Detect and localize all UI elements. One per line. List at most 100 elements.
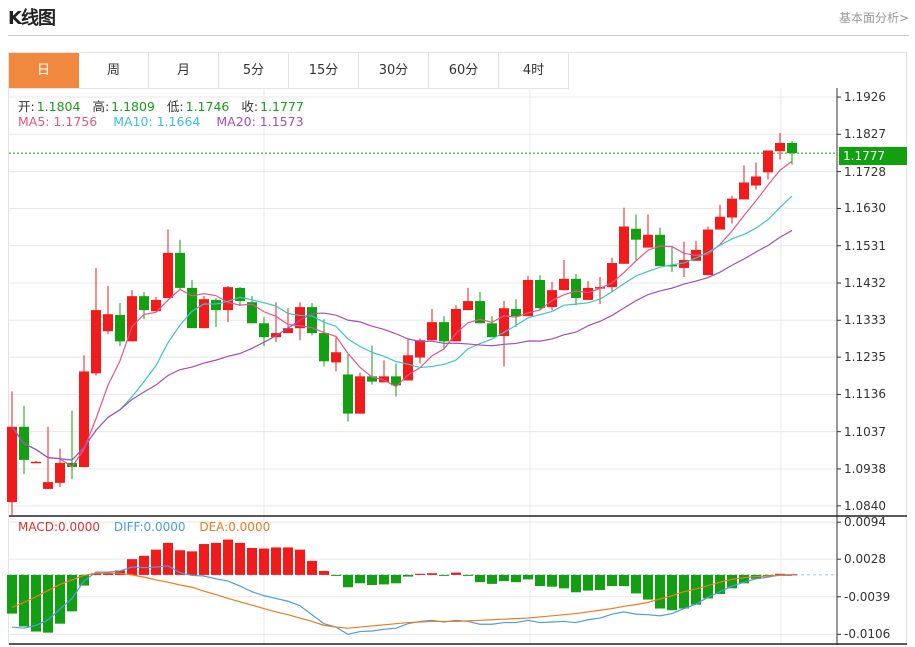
macd-bar xyxy=(511,574,521,583)
candle-down xyxy=(439,322,449,342)
macd-bar xyxy=(319,570,329,575)
open-value: 1.1804 xyxy=(36,99,81,114)
macd-bar xyxy=(79,574,89,586)
candle-down xyxy=(139,296,149,311)
macd-bar xyxy=(235,542,245,575)
period-tabs: 日 周 月 5分 15分 30分 60分 4时 xyxy=(9,53,569,89)
candle-down xyxy=(475,301,485,324)
macd-bar xyxy=(643,574,653,600)
ma5-value: MA5: 1.1756 xyxy=(18,114,98,129)
price-tick-label: 1.1630 xyxy=(844,201,886,216)
candle-down xyxy=(511,308,521,317)
fundamental-analysis-link[interactable]: 基本面分析> xyxy=(838,11,909,25)
diff-line xyxy=(11,565,792,635)
candle-up xyxy=(43,482,53,489)
dea-value: DEA:0.0000 xyxy=(199,520,271,534)
price-tick-label: 1.1333 xyxy=(844,313,886,328)
candle-up xyxy=(295,307,305,329)
macd-bar xyxy=(199,544,209,575)
candle-up xyxy=(679,260,689,268)
ma10-line xyxy=(11,195,793,461)
tab-15min[interactable]: 15分 xyxy=(289,53,359,88)
macd-bar xyxy=(55,574,65,624)
candle-down xyxy=(247,302,257,324)
price-tick-label: 1.1827 xyxy=(844,127,886,142)
macd-bar xyxy=(487,574,497,584)
high-label: 高: xyxy=(92,99,110,114)
candle-up xyxy=(415,340,425,358)
macd-bar xyxy=(595,574,605,591)
tab-month[interactable]: 月 xyxy=(149,53,219,88)
macd-bar xyxy=(343,574,353,588)
low-label: 低: xyxy=(166,99,184,114)
candle-down xyxy=(391,376,401,386)
macd-bar xyxy=(499,574,509,582)
macd-bar xyxy=(7,574,17,614)
macd-bar xyxy=(223,539,233,575)
macd-bar xyxy=(523,574,533,580)
open-label: 开: xyxy=(18,99,35,114)
candle-up xyxy=(55,462,65,483)
candle-up xyxy=(775,142,785,152)
tab-week[interactable]: 周 xyxy=(79,53,149,88)
macd-bar xyxy=(691,574,701,605)
candle-down xyxy=(211,299,221,311)
price-tick-label: 1.1432 xyxy=(844,275,886,290)
candle-up xyxy=(643,234,653,248)
macd-bar xyxy=(91,573,101,575)
macd-bar xyxy=(19,574,29,627)
macd-bar xyxy=(631,574,641,594)
candle-up xyxy=(499,308,509,337)
macd-bar xyxy=(247,547,257,575)
tab-day[interactable]: 日 xyxy=(9,53,79,88)
candle-up xyxy=(103,314,113,332)
macd-bar xyxy=(583,574,593,591)
candle-up xyxy=(223,287,233,311)
macd-bar xyxy=(283,547,293,575)
divider xyxy=(8,35,909,36)
macd-bar xyxy=(703,574,713,599)
candle-down xyxy=(115,314,125,342)
candle-down xyxy=(655,234,665,267)
macd-bar xyxy=(607,574,617,587)
macd-bar xyxy=(739,574,749,584)
candle-down xyxy=(571,278,581,299)
tab-60min[interactable]: 60分 xyxy=(429,53,499,88)
macd-bar xyxy=(367,574,377,585)
candle-up xyxy=(583,287,593,300)
macd-bar xyxy=(355,574,365,584)
price-tick-label: 1.1531 xyxy=(844,238,886,253)
tab-4hour[interactable]: 4时 xyxy=(499,53,569,88)
close-label: 收: xyxy=(241,99,259,114)
candle-up xyxy=(523,279,533,317)
tab-5min[interactable]: 5分 xyxy=(219,53,289,88)
candle-up xyxy=(763,150,773,173)
candle-up xyxy=(127,296,137,342)
macd-bar xyxy=(463,574,473,576)
chart-container xyxy=(8,52,907,645)
tab-30min[interactable]: 30分 xyxy=(359,53,429,88)
candle-down xyxy=(187,287,197,329)
candle-up xyxy=(283,328,293,334)
macd-bar xyxy=(667,574,677,611)
low-value: 1.1746 xyxy=(185,99,230,114)
candle-up xyxy=(619,226,629,264)
macd-bar xyxy=(43,574,53,633)
price-tick-label: 1.0938 xyxy=(844,461,886,476)
candle-down xyxy=(259,323,269,338)
macd-tick-label: 0.0094 xyxy=(844,515,886,530)
macd-bar xyxy=(139,555,149,575)
ma20-value: MA20: 1.1573 xyxy=(216,114,304,129)
candle-up xyxy=(463,301,473,311)
macd-bar xyxy=(535,574,545,587)
ma5-line xyxy=(11,160,793,468)
candle-up xyxy=(79,371,89,468)
macd-bar xyxy=(187,551,197,575)
page-title: K线图 xyxy=(8,8,56,29)
macd-tick-label: -0.0039 xyxy=(844,589,891,604)
ma10-value: MA10: 1.1664 xyxy=(113,114,201,129)
macd-info: MACD:0.0000 DIFF:0.0000 DEA:0.0000 xyxy=(18,520,272,534)
macd-bar xyxy=(331,574,341,576)
candle-up xyxy=(151,299,161,312)
